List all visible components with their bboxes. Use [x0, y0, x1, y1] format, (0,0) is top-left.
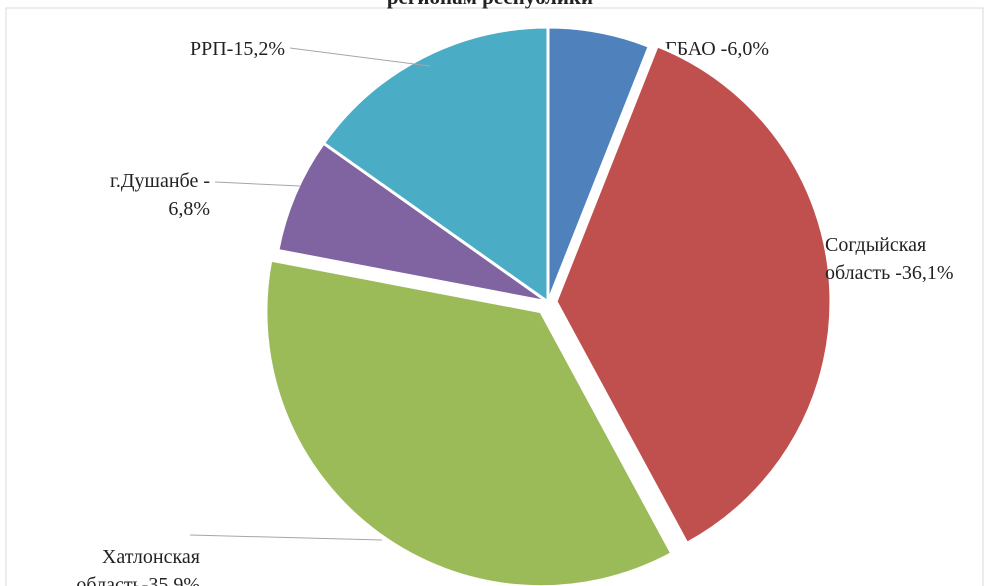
leader-line [189, 534, 383, 541]
data-label: РРП-15,2% [190, 38, 285, 60]
data-label: Хатлонская область-35,9% [76, 546, 200, 586]
chart-title: регионам республики [387, 0, 593, 9]
leader-line [214, 181, 301, 187]
data-label: ГБАО -6,0% [665, 38, 769, 60]
pie-slice [321, 25, 550, 305]
leader-line [289, 47, 431, 67]
pie-slice [554, 43, 833, 546]
data-label: Согдыйская область -36,1% [825, 234, 954, 284]
data-label: г.Душанбе -6,8% [110, 170, 210, 220]
pie-slice [264, 258, 674, 586]
pie-slice [276, 141, 549, 304]
